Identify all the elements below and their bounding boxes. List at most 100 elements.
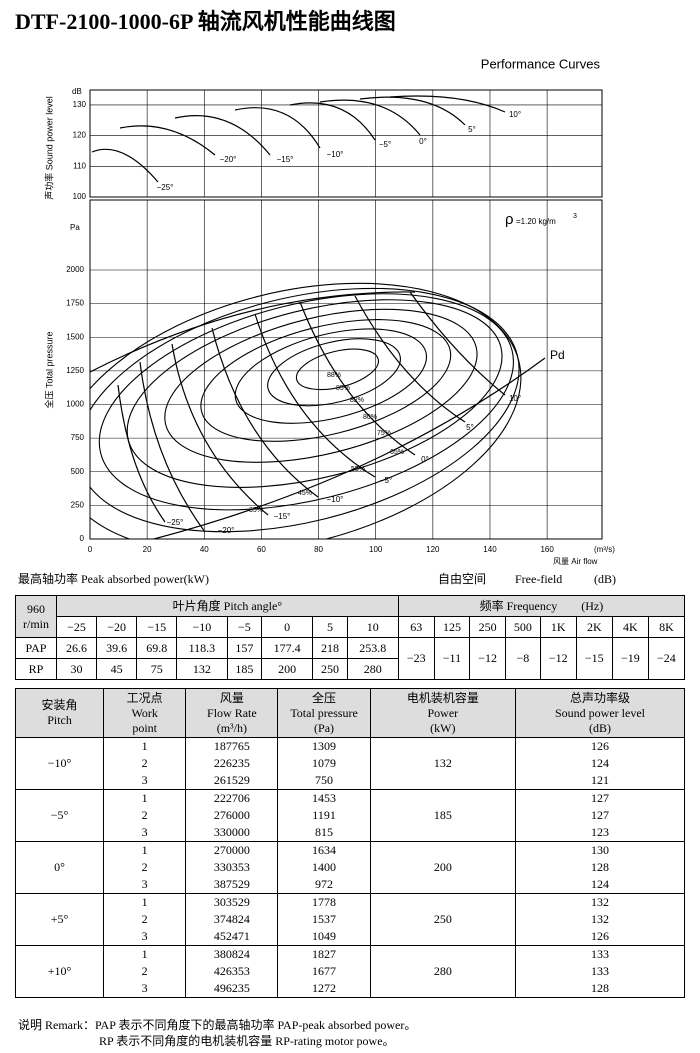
sound-unit: dB bbox=[72, 87, 82, 96]
work-point: 3 bbox=[103, 876, 187, 894]
y-tick-label: 1750 bbox=[66, 299, 84, 308]
efficiency-label: 80% bbox=[363, 414, 377, 421]
y-tick-label: 1250 bbox=[66, 366, 84, 375]
table-row: +10° 1 380824 1827 280 133 bbox=[14, 945, 686, 998]
work-point: 1 bbox=[103, 789, 187, 807]
motor-power: 250 bbox=[369, 893, 516, 946]
sound-level: 132 bbox=[514, 911, 686, 928]
table-row: 3 330000 815 123 bbox=[16, 824, 686, 842]
power-value: 69.8 bbox=[136, 637, 178, 659]
sound-level: 124 bbox=[514, 755, 686, 772]
flow-rate: 330353 bbox=[185, 859, 279, 876]
column-header-line: 电机装机容量 bbox=[406, 690, 479, 705]
curve-label: −25° bbox=[157, 183, 174, 192]
density-value: =1.20 kg/m bbox=[516, 217, 556, 226]
sound-correction: −23 bbox=[397, 637, 435, 680]
efficiency-label: 75% bbox=[377, 430, 391, 437]
column-header-line: Power bbox=[427, 705, 459, 720]
frequency: 500 bbox=[505, 616, 541, 638]
column-header-line: (kW) bbox=[430, 720, 456, 735]
curve-label: −25° bbox=[167, 518, 184, 527]
motor-power: 132 bbox=[369, 737, 516, 790]
curve-label: 0° bbox=[419, 137, 427, 146]
efficiency-label: 45% bbox=[298, 490, 312, 497]
y-tick-label: 100 bbox=[73, 192, 87, 201]
flow-rate: 496235 bbox=[185, 980, 279, 998]
column-header: 总声功率级 Sound power level (dB) bbox=[514, 688, 686, 738]
total-pressure: 1677 bbox=[277, 963, 371, 980]
curve-label: −20° bbox=[218, 526, 235, 535]
efficiency-label: 88% bbox=[327, 372, 341, 379]
table-row: 2 374824 1537 132 bbox=[16, 911, 686, 928]
sound-level: 123 bbox=[514, 824, 686, 842]
flow-rate: 452471 bbox=[185, 928, 279, 946]
flow-rate: 426353 bbox=[185, 963, 279, 980]
table-row: 2 226235 1079 124 bbox=[16, 755, 686, 772]
angle: −15 bbox=[136, 616, 178, 638]
total-pressure: 1272 bbox=[277, 980, 371, 998]
row-label: RP bbox=[15, 658, 57, 680]
x-tick-label: 160 bbox=[540, 545, 554, 554]
total-pressure: 1079 bbox=[277, 755, 371, 772]
table-row: 2 330353 1400 128 bbox=[16, 859, 686, 876]
sound-axis-label: 声功率 Sound power level bbox=[43, 96, 54, 200]
column-header-line: point bbox=[132, 720, 157, 735]
pitch: +5° bbox=[14, 893, 105, 946]
x-tick-label: 100 bbox=[369, 545, 383, 554]
pd-label: Pd bbox=[550, 348, 565, 362]
power-value: 132 bbox=[176, 658, 228, 680]
power-value: 185 bbox=[226, 658, 263, 680]
angle: 0 bbox=[261, 616, 314, 638]
curve-label: 10° bbox=[509, 394, 521, 403]
speed: 960 r/min bbox=[15, 595, 57, 638]
freq-header-line: (Hz) bbox=[581, 598, 604, 613]
flow-rate: 330000 bbox=[185, 824, 279, 842]
y-tick-label: 1500 bbox=[66, 332, 84, 341]
sound-level: 128 bbox=[514, 859, 686, 876]
column-header-line: (m³/h) bbox=[216, 720, 247, 735]
title: DTF-2100-1000-6P 轴流风机性能曲线图 bbox=[15, 9, 396, 34]
power-value: 39.6 bbox=[96, 637, 138, 659]
pitch: 0° bbox=[14, 841, 105, 894]
table-row: −10° 1 187765 1309 132 126 bbox=[14, 737, 686, 790]
y-tick-label: 2000 bbox=[66, 265, 84, 274]
efficiency-label: 35% bbox=[249, 507, 263, 514]
flow-rate: 222706 bbox=[185, 789, 279, 807]
table-row: 2 276000 1191 127 bbox=[16, 807, 686, 824]
total-pressure: 1309 bbox=[277, 737, 371, 755]
x-tick-label: 60 bbox=[257, 545, 266, 554]
efficiency-label: 55% bbox=[351, 466, 365, 473]
work-point: 2 bbox=[103, 755, 187, 772]
pitch-header: 叶片角度 Pitch angle° bbox=[56, 595, 399, 617]
efficiency-label: 82% bbox=[350, 397, 364, 404]
table-row: +5° 1 303529 1778 250 132 bbox=[14, 893, 686, 946]
y-tick-label: 750 bbox=[71, 433, 85, 442]
power-value: 250 bbox=[312, 658, 348, 680]
row-label: PAP bbox=[15, 637, 57, 659]
sound-level: 130 bbox=[514, 841, 686, 859]
work-point: 2 bbox=[103, 807, 187, 824]
density-exponent: 3 bbox=[573, 213, 577, 220]
work-point: 3 bbox=[103, 772, 187, 790]
sound-correction: −24 bbox=[647, 637, 686, 680]
total-pressure: 1049 bbox=[277, 928, 371, 946]
total-pressure: 1634 bbox=[277, 841, 371, 859]
curve-label: −5° bbox=[380, 476, 392, 485]
sound-correction: −12 bbox=[539, 637, 577, 680]
column-header-line: 总声功率级 bbox=[569, 690, 630, 705]
density-symbol: ρ bbox=[505, 211, 514, 228]
table-row: RP 30 45 75 132 185 200 250 280 bbox=[15, 658, 685, 680]
power-value: 218 bbox=[312, 637, 348, 659]
column-header-line: (Pa) bbox=[314, 720, 335, 735]
flow-rate: 276000 bbox=[185, 807, 279, 824]
power-value: 26.6 bbox=[55, 637, 98, 659]
total-pressure: 1778 bbox=[277, 893, 371, 911]
table-row: 安装角 Pitch 工况点 Work point 风量 Flow Rate (m³/h) 全压 T… bbox=[14, 688, 686, 738]
curve-label: 5° bbox=[468, 125, 476, 134]
curve-label: 10° bbox=[509, 110, 521, 119]
total-pressure: 1537 bbox=[277, 911, 371, 928]
sound-correction: −15 bbox=[575, 637, 613, 680]
power-value: 200 bbox=[261, 658, 314, 680]
power-value: 253.8 bbox=[346, 637, 399, 659]
flow-rate: 226235 bbox=[185, 755, 279, 772]
